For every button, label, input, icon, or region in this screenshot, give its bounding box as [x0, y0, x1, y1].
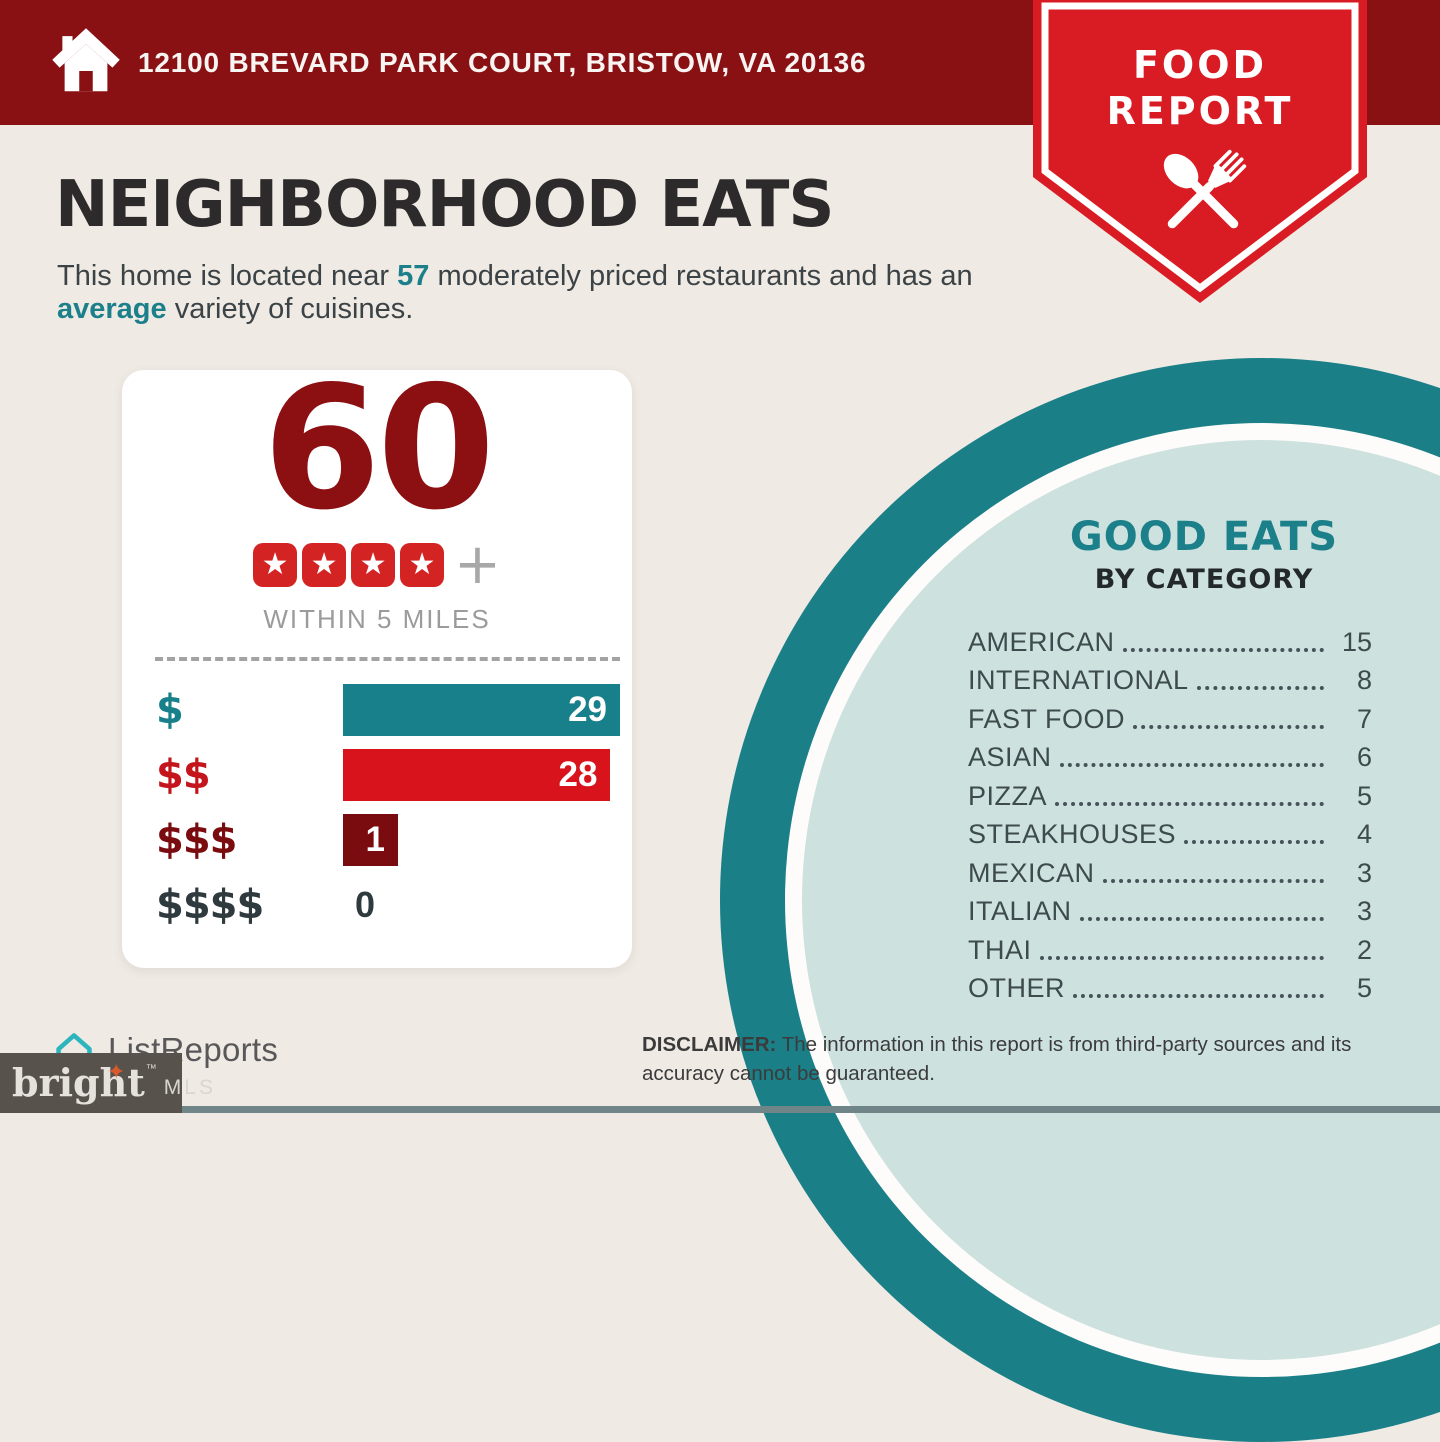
category-label: INTERNATIONAL — [968, 665, 1189, 695]
category-row: OTHER 5 — [968, 969, 1372, 1008]
disclaimer-text: The information in this report is from t… — [642, 1033, 1352, 1085]
category-label: STEAKHOUSES — [968, 819, 1177, 849]
bar-label: $ — [156, 687, 184, 733]
category-value: 7 — [1356, 703, 1372, 734]
home-icon — [52, 28, 120, 92]
star-tile: ★ — [351, 543, 396, 587]
category-row: ASIAN 6 — [968, 738, 1372, 777]
bar-label: $$$ — [156, 817, 238, 863]
star-tile: ★ — [253, 543, 298, 587]
category-dots — [1039, 955, 1324, 960]
category-row: INTERNATIONAL 8 — [968, 661, 1372, 700]
category-label: PIZZA — [968, 780, 1048, 811]
disclaimer-label: DISCLAIMER: — [642, 1033, 777, 1056]
category-row: AMERICAN 15 — [968, 622, 1372, 661]
intro-pre: This home is located near — [57, 260, 398, 292]
mls-label: MLS — [163, 1076, 216, 1099]
category-label: ASIAN — [968, 742, 1052, 772]
restaurant-count: 57 — [397, 260, 430, 292]
bottom-strip — [0, 1106, 1440, 1113]
variety-highlight: average — [57, 293, 167, 325]
sparkle-icon: ✦ — [107, 1059, 126, 1084]
category-label: AMERICAN — [968, 626, 1115, 657]
category-label: OTHER — [968, 973, 1065, 1003]
bar-label: $$$$ — [156, 882, 264, 928]
dashed-divider — [155, 657, 620, 661]
property-address: 12100 BREVARD PARK COURT, BRISTOW, VA 20… — [138, 47, 867, 78]
bright-wordmark: bright — [12, 1060, 145, 1105]
bar: 1 — [343, 814, 398, 866]
star-icon: ★ — [261, 548, 289, 581]
category-dots — [1133, 724, 1324, 729]
bar-row: $$ 28 — [122, 749, 632, 801]
category-dots — [1122, 647, 1324, 652]
category-value: 3 — [1356, 896, 1372, 926]
bar-value: 29 — [568, 690, 607, 729]
bar: 29 — [343, 684, 620, 736]
category-list: AMERICAN 15 INTERNATIONAL 8 FAST FOOD 7 ASIAN 6… — [968, 622, 1372, 1007]
bar-row: $29 — [122, 684, 632, 736]
disclaimer: DISCLAIMER: The information in this repo… — [642, 1030, 1404, 1088]
category-row: FAST FOOD 7 — [968, 699, 1372, 738]
category-dots — [1059, 763, 1324, 767]
badge-title-line2: REPORT — [1107, 89, 1294, 133]
score-card: 60 ★ ★ ★ ★ + WITHIN 5 MILES $29 $$ 28 $$$ 1 $$$$… — [122, 364, 632, 968]
star-tile: ★ — [400, 543, 445, 587]
category-dots — [1184, 840, 1324, 844]
price-bar-chart: $29 $$ 28 $$$ 1 $$$$ 0 — [122, 684, 632, 944]
category-label: THAI — [968, 934, 1032, 965]
category-label: FAST FOOD — [968, 703, 1126, 734]
page-title: NEIGHBORHOOD EATS — [55, 168, 834, 242]
category-dots — [1079, 917, 1324, 921]
restaurant-score: 60 — [262, 350, 496, 548]
category-row: STEAKHOUSES 4 — [968, 815, 1372, 854]
category-dots — [1196, 686, 1324, 690]
star-rating: ★ ★ ★ ★ + — [122, 532, 632, 597]
utensils-icon — [1163, 149, 1247, 229]
plus-icon: + — [454, 532, 501, 597]
star-tiles: ★ ★ ★ ★ — [253, 543, 445, 587]
category-dots — [1055, 801, 1324, 806]
food-report-badge: FOOD REPORT — [1033, 0, 1367, 305]
category-row: ITALIAN 3 — [968, 892, 1372, 931]
star-tile: ★ — [302, 543, 347, 587]
category-value: 2 — [1356, 934, 1372, 965]
bar-row: $$$ 1 — [122, 814, 632, 866]
intro-text: This home is located near 57 moderately … — [57, 260, 1002, 326]
category-row: THAI 2 — [968, 930, 1372, 969]
bar-value: 28 — [558, 755, 598, 794]
bar: 28 — [343, 749, 611, 801]
bar-label: $$ — [156, 752, 211, 798]
category-value: 5 — [1356, 780, 1372, 811]
trademark-symbol: ™ — [145, 1063, 157, 1075]
good-eats-title: GOOD EATS — [1069, 514, 1339, 560]
star-icon: ★ — [408, 548, 436, 581]
category-value: 15 — [1341, 626, 1372, 657]
bright-mls-logo: bright ™ MLS ✦ — [0, 1053, 213, 1113]
intro-mid: moderately priced restaurants and has an — [429, 260, 973, 292]
category-dots — [1073, 994, 1324, 998]
category-dots — [1102, 878, 1324, 883]
intro-post: variety of cuisines. — [166, 293, 414, 325]
category-value: 4 — [1356, 819, 1372, 849]
category-label: MEXICAN — [968, 857, 1095, 888]
category-value: 5 — [1356, 973, 1372, 1003]
zero-value: 0 — [355, 884, 376, 925]
category-value: 6 — [1356, 742, 1372, 772]
category-value: 8 — [1356, 665, 1372, 695]
bar-row: $$$$ 0 — [122, 879, 632, 931]
star-icon: ★ — [310, 548, 338, 581]
score-caption: WITHIN 5 MILES — [263, 604, 491, 634]
category-value: 3 — [1356, 857, 1372, 888]
badge-title-line1: FOOD — [1133, 43, 1267, 87]
category-row: MEXICAN 3 — [968, 853, 1372, 892]
bar-value: 1 — [365, 820, 385, 859]
star-icon: ★ — [359, 548, 387, 581]
category-label: ITALIAN — [968, 896, 1072, 926]
good-eats-subtitle: BY CATEGORY — [1094, 564, 1314, 595]
category-row: PIZZA 5 — [968, 776, 1372, 815]
